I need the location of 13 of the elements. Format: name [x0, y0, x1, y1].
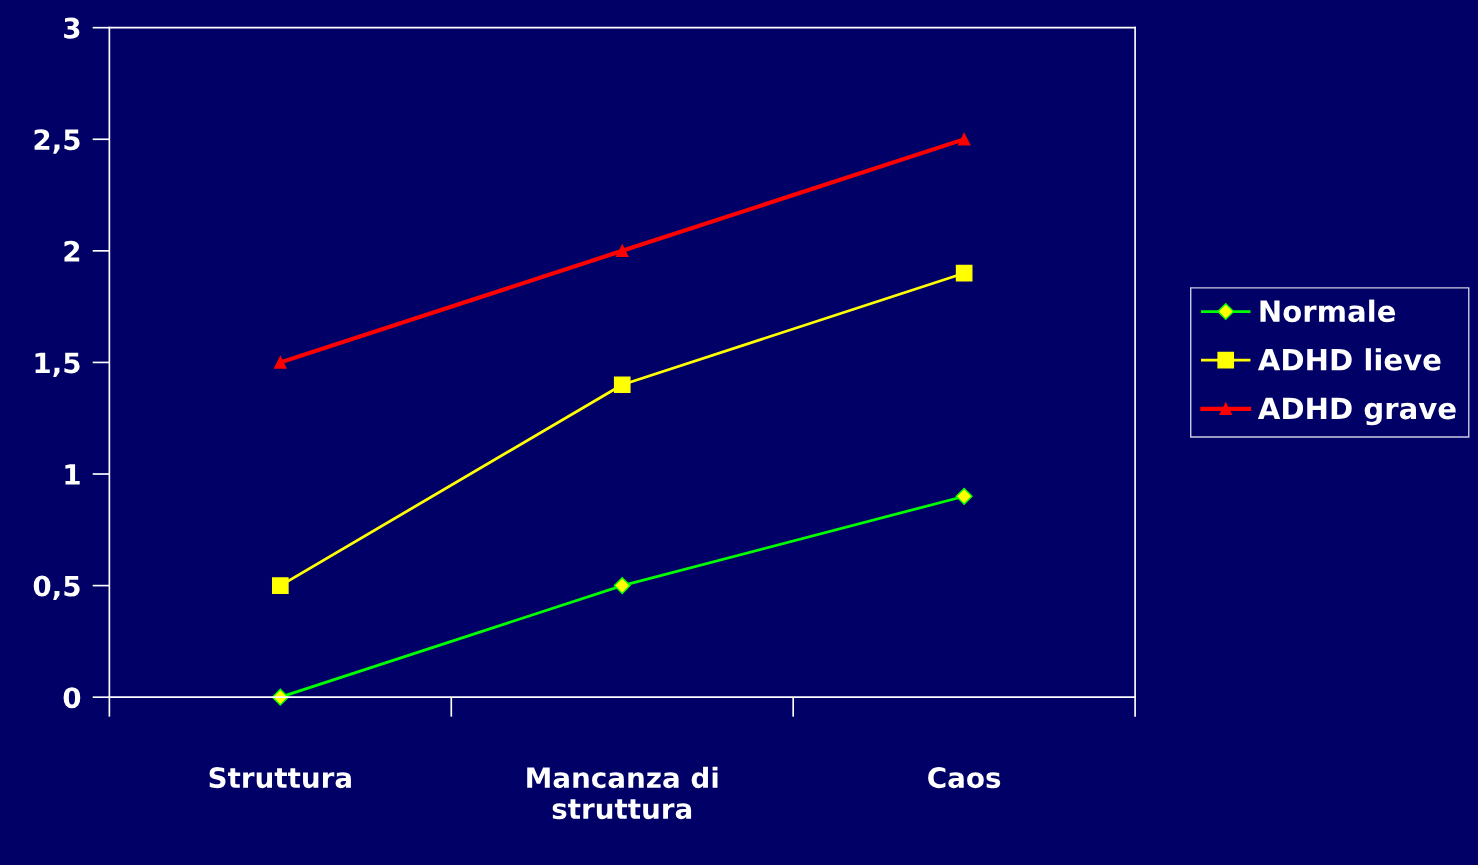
legend-label: ADHD grave	[1257, 397, 1456, 426]
x-tick-label: Mancanza di struttura	[527, 766, 718, 820]
y-tick-label: 2,5	[34, 129, 80, 154]
y-tick-label: 1,5	[35, 352, 80, 377]
y-tick-label: 0	[63, 687, 81, 709]
x-tick-label: Caos	[928, 767, 1001, 789]
y-tick-label: 0,5	[33, 575, 80, 601]
y-tick-label: 3	[64, 17, 80, 39]
y-tick-label: 2	[64, 240, 80, 262]
legend-label: ADHD lieve	[1257, 348, 1441, 371]
x-tick-label: Struttura	[209, 767, 351, 789]
legend-label: Normale	[1260, 299, 1396, 323]
y-tick-label: 1	[65, 464, 80, 485]
